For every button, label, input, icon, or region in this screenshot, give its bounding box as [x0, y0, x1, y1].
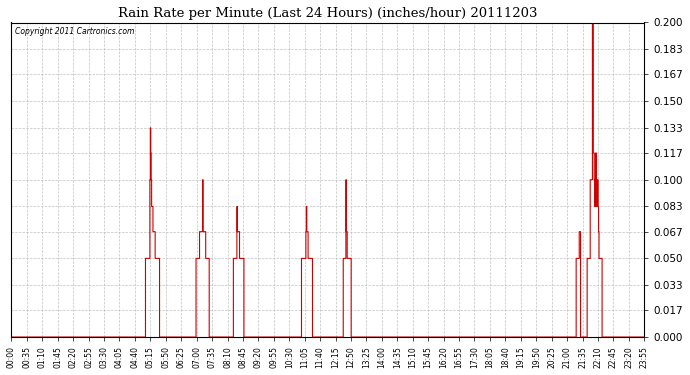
Text: Copyright 2011 Cartronics.com: Copyright 2011 Cartronics.com [14, 27, 134, 36]
Title: Rain Rate per Minute (Last 24 Hours) (inches/hour) 20111203: Rain Rate per Minute (Last 24 Hours) (in… [118, 7, 538, 20]
